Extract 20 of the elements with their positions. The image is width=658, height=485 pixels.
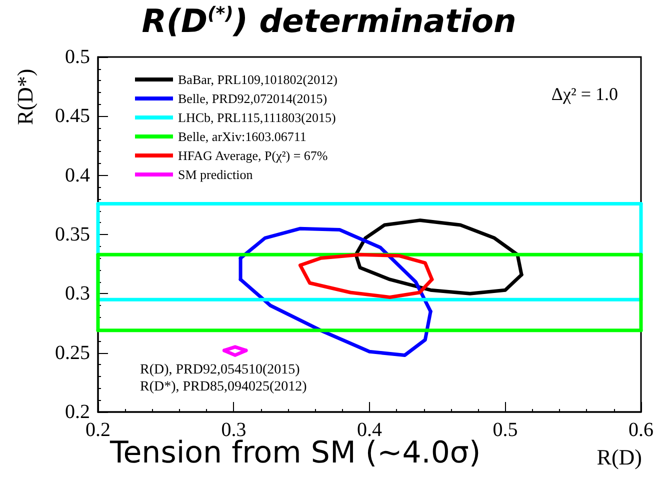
x-tick-label: 0.5	[492, 419, 518, 441]
annotation: R(D), PRD92,054510(2015)	[140, 362, 300, 378]
y-tick-label: 0.45	[55, 105, 90, 128]
legend-label: Belle, arXiv:1603.06711	[178, 129, 306, 144]
annotation: Δχ² = 1.0	[551, 84, 618, 104]
y-tick-label: 0.4	[65, 164, 90, 186]
y-tick-label: 0.3	[65, 282, 90, 305]
legend-label: BaBar, PRL109,101802(2012)	[178, 72, 338, 87]
x-tick-label: 0.6	[628, 419, 654, 441]
y-tick-label: 0.25	[55, 342, 90, 364]
y-axis-title: R(D*)	[12, 68, 38, 125]
legend-label: HFAG Average, P(χ²) = 67%	[178, 148, 328, 163]
x-axis-title: R(D)	[596, 444, 642, 470]
y-tick-label: 0.35	[55, 224, 90, 246]
legend-label: SM prediction	[178, 167, 254, 182]
annotation: R(D*), PRD85,094025(2012)	[140, 380, 308, 394]
y-tick-label: 0.5	[65, 46, 90, 68]
chart-title: R(D(*)) determination	[142, 2, 516, 40]
legend-label: LHCb, PRL115,111803(2015)	[178, 110, 336, 125]
legend-label: Belle, PRD92,072014(2015)	[178, 91, 328, 106]
